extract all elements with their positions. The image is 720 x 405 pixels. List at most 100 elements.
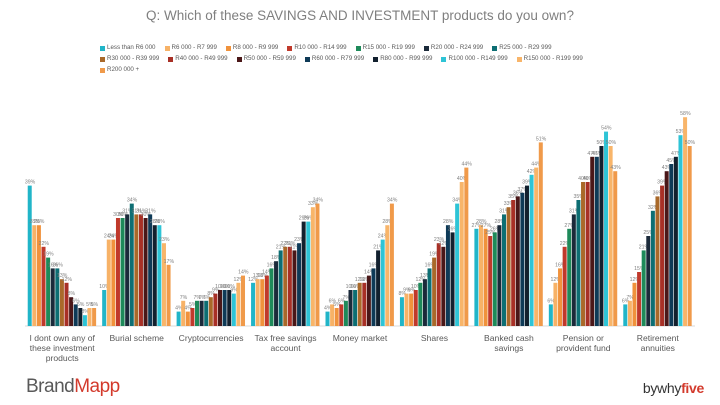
bar (608, 146, 613, 326)
data-label: 36% (513, 190, 524, 196)
bar (315, 203, 320, 326)
category-label-line: account (271, 343, 302, 353)
data-label: 34% (452, 198, 463, 204)
bar (385, 225, 390, 326)
category-label: Cryptocurrencies (179, 333, 244, 343)
data-label: 43% (610, 165, 621, 171)
data-label: 31% (569, 208, 580, 214)
bar (166, 264, 171, 326)
data-label: 21% (276, 244, 287, 250)
data-label: 22% (285, 241, 296, 247)
data-label: 6% (547, 298, 555, 304)
data-label: 50% (685, 140, 696, 146)
bar (87, 308, 92, 326)
data-label: 35% (508, 194, 519, 200)
bar (222, 290, 227, 326)
data-label: 16% (425, 262, 436, 268)
data-label: 31% (499, 208, 510, 214)
bar (120, 218, 125, 326)
data-label: 28% (34, 219, 45, 225)
data-label: 14% (238, 270, 249, 276)
data-label: 30% (113, 212, 124, 218)
bar (325, 311, 330, 326)
legend-swatch (355, 45, 361, 51)
data-label: 31% (122, 208, 133, 214)
chart-title: Q: Which of these SAVINGS AND INVESTMENT… (146, 8, 574, 23)
bar (161, 243, 166, 326)
bar (269, 268, 274, 326)
bar (567, 228, 572, 326)
bar (650, 210, 655, 326)
bar (450, 232, 455, 326)
data-label: 10% (99, 284, 110, 290)
bar (82, 315, 87, 326)
data-label: 9% (212, 288, 220, 294)
data-label: 7% (194, 295, 202, 301)
legend-label: R50 000 - R59 999 (243, 55, 296, 62)
data-label: 19% (43, 252, 54, 258)
bar (227, 290, 232, 326)
legend-swatch (492, 45, 498, 51)
bar (310, 207, 315, 326)
legend-label: R6 000 - R7 999 (171, 44, 217, 51)
legend-item: R100 000 - R149 999 (441, 55, 508, 63)
bar (623, 304, 628, 326)
data-label: 45% (666, 158, 677, 164)
data-label: 17% (164, 259, 175, 265)
bar (301, 221, 306, 326)
data-label: 29% (299, 216, 310, 222)
data-label: 36% (653, 190, 664, 196)
bar (376, 250, 381, 326)
legend-item: R8 000 - R9 999 (225, 44, 278, 52)
bar (366, 275, 371, 326)
data-label: 34% (387, 198, 398, 204)
bar (115, 218, 120, 326)
bar (459, 182, 464, 326)
data-label: 47% (592, 151, 603, 157)
data-label: 7% (180, 295, 188, 301)
bar (343, 300, 348, 326)
data-label: 12% (551, 277, 562, 283)
legend-swatch (225, 45, 231, 51)
bar (260, 279, 265, 326)
bar (157, 225, 162, 326)
bar (41, 246, 46, 326)
data-label: 40% (578, 176, 589, 182)
bar (64, 282, 69, 326)
legend-label: R150 000 - R199 999 (523, 55, 583, 62)
bar (590, 156, 595, 326)
bar (418, 282, 423, 326)
data-label: 29% (303, 216, 314, 222)
bar (111, 239, 116, 326)
data-label: 50% (606, 140, 617, 146)
legend-item: R150 000 - R199 999 (516, 55, 583, 63)
legend-swatch (164, 45, 170, 51)
brandmapp-logo: BrandMapp (26, 376, 120, 397)
bar (627, 300, 632, 326)
legend-label: R10 000 - R14 999 (294, 44, 347, 51)
category-label-line: Burial scheme (109, 333, 164, 343)
bar (213, 293, 218, 326)
bar (637, 272, 642, 326)
data-label: 28% (29, 219, 40, 225)
data-label: 7% (198, 295, 206, 301)
bar (339, 304, 344, 326)
bar (389, 203, 394, 326)
bar (306, 221, 311, 326)
data-label: 28% (443, 219, 454, 225)
bar (492, 232, 497, 326)
bar (55, 268, 60, 326)
bar (464, 167, 469, 326)
bar (520, 192, 525, 326)
data-label: 23% (294, 237, 305, 243)
data-label: 10% (411, 284, 422, 290)
data-label: 12% (355, 277, 366, 283)
legend-label: R100 000 - R149 999 (448, 55, 508, 62)
legend-item: R60 000 - R79 999 (304, 55, 364, 63)
data-label: 12% (234, 277, 245, 283)
data-label: 12% (630, 277, 641, 283)
data-label: 12% (359, 277, 370, 283)
legend-label: R40 000 - R49 999 (175, 55, 228, 62)
category-label: Tax free savings account (255, 333, 317, 353)
